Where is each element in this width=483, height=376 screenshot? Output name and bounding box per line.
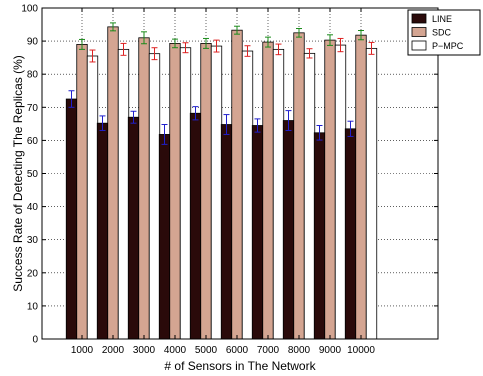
legend-swatch-line [411,13,427,24]
x-tick-label: 1000 [71,345,94,356]
legend-label: SDC [432,28,452,38]
bar-line-1000 [65,98,78,340]
bar-line-3000 [127,116,140,340]
y-tick-label: 50 [27,169,39,180]
y-tick-label: 20 [27,268,39,279]
x-tick-label: 4000 [164,345,187,356]
bar-sdc-10000 [355,34,367,340]
bar-pmpc-8000 [303,52,316,340]
y-tick-label: 60 [27,136,39,147]
y-axis-label: Success Rate of Detecting The Replicas (… [11,55,25,292]
legend: LINE SDC P−MPC [407,9,481,56]
y-tick-label: 90 [27,37,39,48]
bar-pmpc-3000 [148,53,161,340]
x-tick-label: 3000 [133,345,156,356]
bar-sdc-9000 [324,39,336,340]
legend-label: LINE [432,14,452,24]
bar-line-10000 [344,128,357,340]
y-tick-label: 70 [27,103,39,114]
x-ticks: 1000 2000 3000 4000 5000 6000 7000 8000 9000 1000… [71,8,375,356]
bar-pmpc-6000 [241,50,254,340]
x-tick-label: 10000 [347,345,375,356]
x-tick-label: 9000 [319,345,342,356]
bar-sdc-5000 [200,43,212,340]
bar-sdc-2000 [107,26,119,340]
bar-line-7000 [251,125,264,340]
bar-pmpc-9000 [334,44,347,340]
y-tick-label: 0 [32,335,38,346]
legend-swatch-pmpc [411,40,427,51]
bar-line-4000 [158,134,171,340]
y-tick-label: 100 [21,4,38,15]
bar-pmpc-1000 [86,55,99,340]
y-tick-label: 30 [27,235,39,246]
y-ticks: 0 10 20 30 40 50 60 70 80 90 100 [21,4,438,346]
bar-pmpc-4000 [179,47,192,340]
bar-pmpc-5000 [210,45,223,340]
bar-line-8000 [282,120,295,340]
bars [65,22,378,340]
bar-sdc-6000 [231,29,243,340]
x-tick-label: 7000 [257,345,280,356]
y-tick-label: 40 [27,202,39,213]
bar-sdc-3000 [138,37,150,340]
bar-line-2000 [96,122,109,340]
bar-line-6000 [220,124,233,340]
bar-line-9000 [313,132,326,340]
bar-pmpc-7000 [272,48,285,340]
bar-sdc-7000 [262,41,274,340]
bar-pmpc-2000 [117,48,130,340]
bar-line-5000 [189,112,202,340]
x-tick-label: 8000 [288,345,311,356]
legend-label: P−MPC [432,41,464,51]
bar-sdc-1000 [76,44,88,340]
x-tick-label: 6000 [226,345,249,356]
x-tick-label: 2000 [102,345,125,356]
legend-swatch-sdc [411,27,427,37]
y-tick-label: 80 [27,70,39,81]
bar-sdc-8000 [293,32,305,340]
bar-sdc-4000 [169,43,181,340]
x-tick-label: 5000 [195,345,218,356]
bar-pmpc-10000 [365,47,378,340]
x-axis-label: # of Sensors in The Network [164,359,316,373]
y-tick-label: 10 [27,301,39,312]
